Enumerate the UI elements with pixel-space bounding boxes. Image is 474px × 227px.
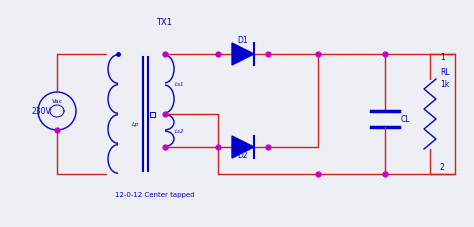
Polygon shape [232, 44, 254, 66]
Text: CL: CL [401, 115, 410, 124]
Text: TX1: TX1 [156, 18, 172, 27]
Polygon shape [232, 136, 254, 158]
Text: 1: 1 [440, 53, 445, 62]
Text: Lp: Lp [132, 122, 139, 127]
Text: 230V: 230V [31, 107, 51, 116]
Text: 1k: 1k [440, 80, 449, 89]
Text: Ls2: Ls2 [175, 128, 184, 133]
Text: 12-0-12 Center tapped: 12-0-12 Center tapped [115, 191, 195, 197]
Bar [150, 112, 155, 117]
Text: D1: D1 [237, 36, 248, 45]
Text: Ls1: Ls1 [175, 82, 184, 87]
Text: RL: RL [440, 68, 450, 77]
Text: Vac: Vac [53, 99, 64, 104]
Text: D2: D2 [237, 150, 248, 159]
Text: 2: 2 [440, 162, 445, 171]
